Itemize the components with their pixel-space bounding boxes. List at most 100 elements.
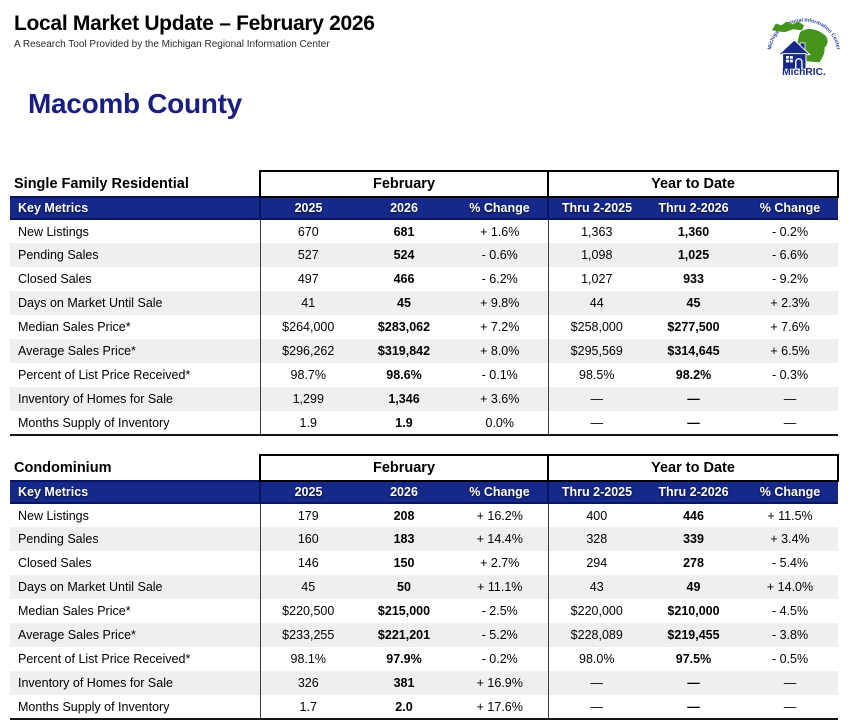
metric-label: Pending Sales bbox=[10, 243, 260, 267]
metric-value: — bbox=[742, 671, 839, 695]
col-header-thru-2026: Thru 2-2026 bbox=[645, 480, 742, 504]
table-row: New Listings 179 208 + 16.2% 400 446 + 11.5% bbox=[10, 503, 838, 527]
metric-label: Months Supply of Inventory bbox=[10, 695, 260, 720]
metric-value: + 1.6% bbox=[480, 224, 520, 239]
metric-value: $258,000 bbox=[547, 315, 645, 339]
metric-value: - 4.5% bbox=[771, 604, 809, 618]
metric-value: $221,201 bbox=[356, 623, 452, 647]
col-header-ytd-pct-change: % Change bbox=[742, 480, 839, 504]
metric-value: $295,569 bbox=[547, 339, 645, 363]
report-header: Local Market Update – February 2026 A Re… bbox=[0, 0, 850, 120]
metric-value: 339 bbox=[645, 527, 742, 551]
metric-value: 466 bbox=[393, 272, 415, 286]
key-metrics-label: Key Metrics bbox=[10, 196, 260, 220]
metric-value: 43 bbox=[547, 575, 645, 599]
metric-value: + 3.6% bbox=[452, 387, 548, 411]
metric-value: $283,062 bbox=[377, 320, 431, 334]
metric-value: 146 bbox=[259, 551, 356, 575]
section-title: Single Family Residential bbox=[10, 171, 260, 197]
metric-value: 98.5% bbox=[547, 363, 645, 387]
metric-value: 183 bbox=[356, 527, 452, 551]
metric-value: - 0.6% bbox=[452, 243, 548, 267]
metric-value: 670 bbox=[259, 219, 356, 243]
metric-value: + 9.8% bbox=[452, 291, 548, 315]
metric-value: 0.0% bbox=[452, 411, 548, 436]
table-row: Pending Sales 160 183 + 14.4% 328 339 + 3.4% bbox=[10, 527, 839, 551]
col-header-2026: 2026 bbox=[356, 196, 452, 220]
metric-value: 933 bbox=[683, 272, 704, 286]
metric-value: + 2.3% bbox=[742, 291, 839, 315]
metric-label: Inventory of Homes for Sale bbox=[10, 671, 260, 695]
metric-label: Percent of List Price Received* bbox=[18, 368, 191, 382]
group-header-row: Condominium February Year to Date bbox=[10, 454, 840, 482]
table-row: Pending Sales 527 524- 0.6% 1,098 1,025- 6.6… bbox=[10, 243, 839, 267]
metric-value: — bbox=[547, 695, 645, 720]
col-header-2026: 2026 bbox=[356, 480, 452, 504]
metric-value: 98.2% bbox=[675, 368, 712, 382]
table-row: Months Supply of Inventory 1.7 2.0 + 17.6% —… bbox=[10, 695, 839, 720]
col-header-ytd-pct-change: % Change bbox=[742, 196, 839, 220]
page-title: Local Market Update – February 2026 bbox=[14, 12, 375, 35]
metric-label: Closed Sales bbox=[18, 556, 92, 570]
col-header-pct-change: % Change bbox=[452, 196, 548, 220]
metric-label: Inventory of Homes for Sale bbox=[10, 387, 260, 411]
single-family-table: Single Family Residential February Year … bbox=[10, 170, 840, 436]
metric-value: + 14.4% bbox=[452, 527, 548, 551]
metric-value: + 14.0% bbox=[742, 575, 839, 599]
metric-value: + 2.7% bbox=[480, 556, 520, 570]
logo-wordmark: MichRIC. bbox=[782, 67, 826, 76]
metric-value: $314,645 bbox=[645, 339, 742, 363]
metric-value: 44 bbox=[547, 291, 645, 315]
key-metrics-band: Key Metrics 2025 2026 % Change Thru 2-20… bbox=[10, 196, 839, 220]
metric-value: + 11.1% bbox=[452, 575, 548, 599]
february-group-header: February bbox=[259, 170, 549, 198]
metric-value: $219,455 bbox=[645, 623, 742, 647]
metric-value: $296,262 bbox=[259, 339, 356, 363]
metric-label: Days on Market Until Sale bbox=[10, 291, 260, 315]
metric-value: 97.9% bbox=[386, 652, 422, 666]
metric-value: 97.5% bbox=[675, 652, 712, 666]
metric-value: $233,255 bbox=[259, 623, 356, 647]
metric-value: 45 bbox=[259, 575, 356, 599]
metric-value: — bbox=[547, 671, 645, 695]
michric-logo: Michigan Regional Information Center Mic… bbox=[767, 18, 841, 76]
metric-value: + 16.2% bbox=[476, 508, 523, 523]
metric-value: 179 bbox=[259, 503, 356, 527]
february-group-header: February bbox=[259, 454, 549, 482]
table-row: Median Sales Price* $220,500 $215,000 - 2.5… bbox=[10, 599, 838, 623]
metric-value: 1,027 bbox=[547, 267, 645, 291]
metric-value: 1,346 bbox=[356, 387, 452, 411]
table-row: New Listings 670 681 + 1.6% 1,363 1,360 - 0.2% bbox=[10, 219, 838, 243]
table-row: Median Sales Price* $264,000 $283,062 + 7.2… bbox=[10, 315, 838, 339]
metric-value: 2.0 bbox=[356, 695, 452, 720]
metric-value: - 0.2% bbox=[481, 652, 518, 666]
table-row: Inventory of Homes for Sale 326 381 + 16.9%… bbox=[10, 671, 839, 695]
metric-label: New Listings bbox=[18, 508, 89, 523]
metric-value: 326 bbox=[259, 671, 356, 695]
metric-value: 294 bbox=[547, 551, 645, 575]
metric-value: 1,299 bbox=[259, 387, 356, 411]
metric-value: + 11.5% bbox=[767, 508, 813, 523]
key-metrics-label: Key Metrics bbox=[10, 480, 260, 504]
metric-value: 41 bbox=[259, 291, 356, 315]
page-subtitle: A Research Tool Provided by the Michigan… bbox=[14, 39, 330, 50]
metric-value: + 8.0% bbox=[452, 339, 548, 363]
metric-value: - 9.2% bbox=[771, 272, 809, 286]
metric-value: — bbox=[645, 695, 742, 720]
metric-value: + 6.5% bbox=[742, 339, 839, 363]
metric-value: + 16.9% bbox=[452, 671, 548, 695]
metric-value: 45 bbox=[356, 291, 452, 315]
metric-label: Average Sales Price* bbox=[10, 339, 260, 363]
metric-value: - 5.4% bbox=[771, 556, 809, 570]
metric-value: - 2.5% bbox=[481, 604, 518, 618]
metric-label: Percent of List Price Received* bbox=[18, 652, 191, 666]
metric-value: 328 bbox=[547, 527, 645, 551]
metric-value: $264,000 bbox=[259, 315, 356, 339]
metric-label: New Listings bbox=[18, 224, 89, 239]
metric-value: $228,089 bbox=[547, 623, 645, 647]
metric-value: 278 bbox=[683, 556, 704, 570]
report-body: Single Family Residential February Year … bbox=[0, 170, 850, 720]
metric-value: 98.1% bbox=[259, 647, 356, 671]
col-header-thru-2025: Thru 2-2025 bbox=[547, 480, 645, 504]
metric-value: 1,360 bbox=[677, 224, 710, 239]
